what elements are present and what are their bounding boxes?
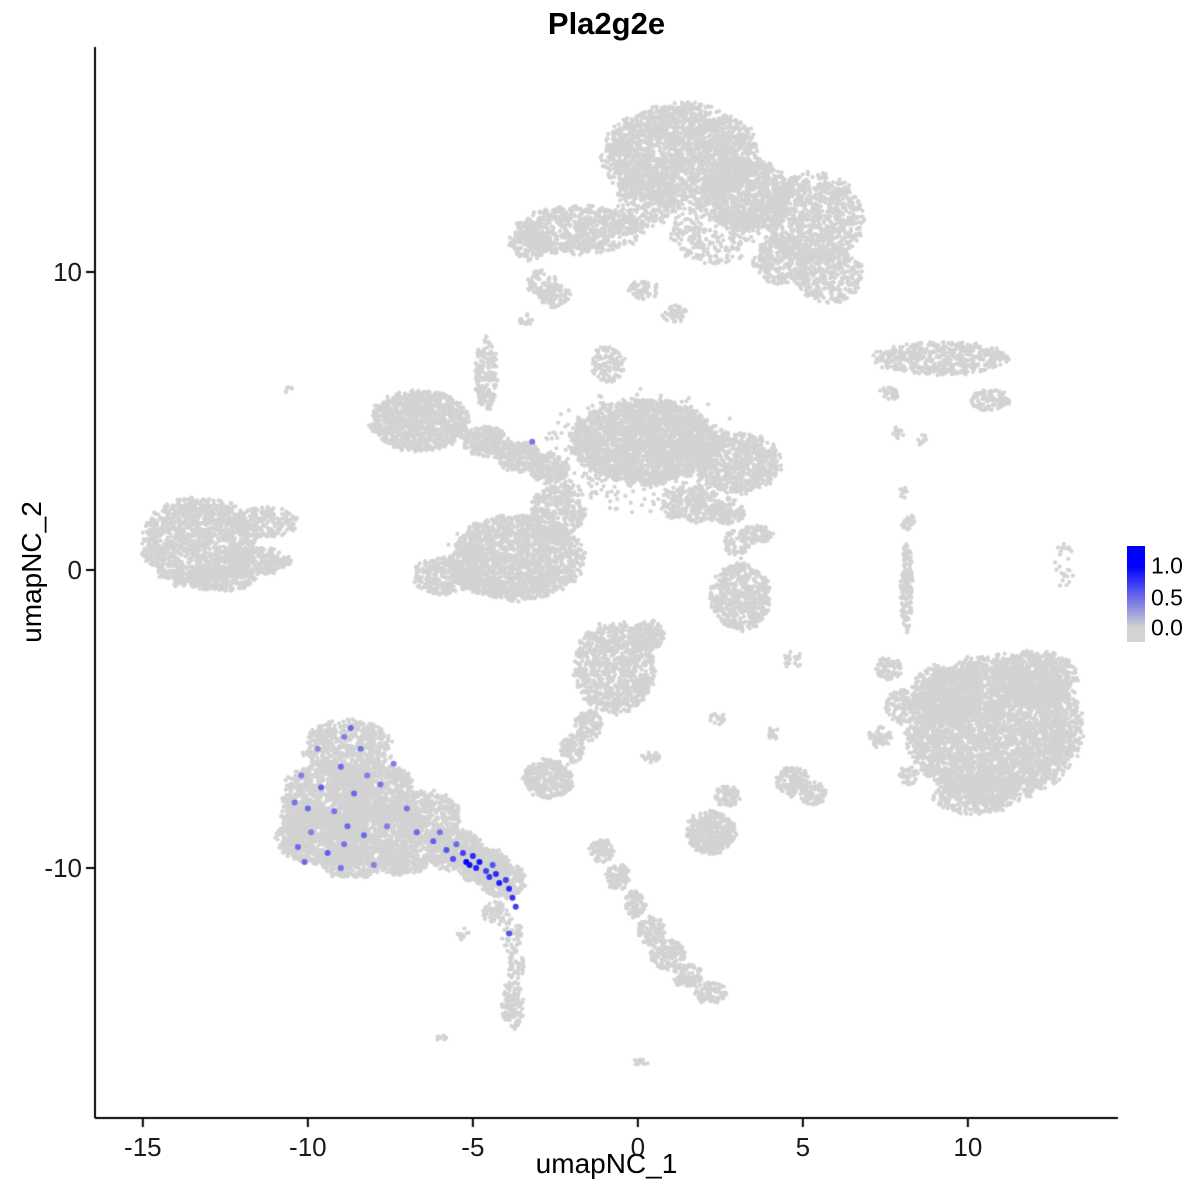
legend-label: 0.5 <box>1151 584 1183 611</box>
x-tick-label: 5 <box>795 1132 811 1162</box>
legend-label: 0.0 <box>1151 614 1183 641</box>
x-tick-label: 10 <box>953 1132 983 1162</box>
colorbar-gradient <box>1127 546 1145 642</box>
y-tick-label: -10 <box>44 852 82 883</box>
y-tick-label: 10 <box>53 256 82 287</box>
colorbar-legend: 1.0 0.5 0.0 <box>1127 546 1200 642</box>
x-tick-label: -15 <box>124 1132 162 1162</box>
x-axis-label: umapNC_1 <box>535 1148 678 1179</box>
x-tick-label: -10 <box>289 1132 327 1162</box>
x-tick-label: -5 <box>461 1132 485 1162</box>
legend-label: 1.0 <box>1151 552 1183 579</box>
x-tick-label: 0 <box>630 1132 646 1162</box>
chart-title: Pla2g2e <box>547 6 666 41</box>
y-tick-label: 0 <box>67 554 82 585</box>
